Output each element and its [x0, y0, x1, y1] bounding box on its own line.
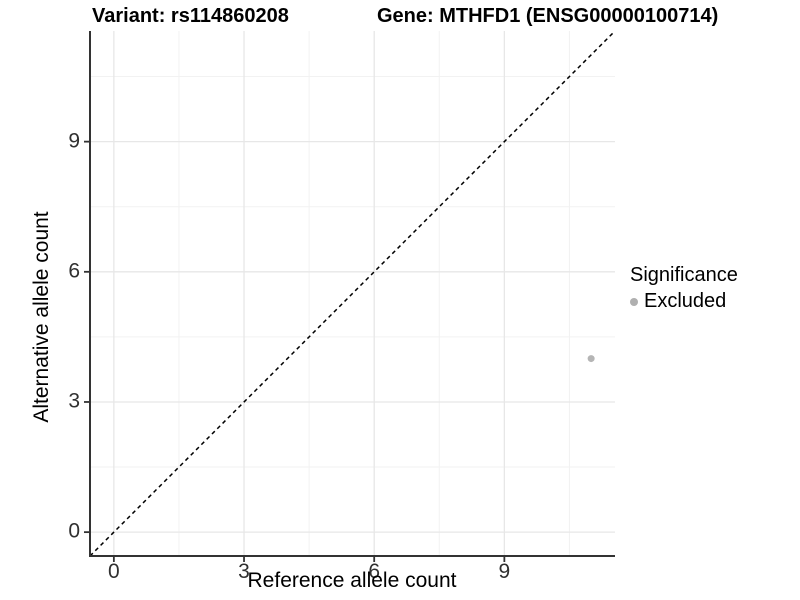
x-tick-label: 3	[238, 560, 250, 583]
plot-title-gene: Gene: MTHFD1 (ENSG00000100714)	[377, 5, 719, 27]
legend: Significance Excluded	[630, 264, 738, 313]
legend-item: Excluded	[630, 290, 738, 313]
legend-key-dot-icon	[630, 297, 638, 306]
legend-title: Significance	[630, 264, 738, 286]
legend-item-label: Excluded	[644, 290, 727, 312]
x-tick-label: 0	[108, 560, 120, 583]
legend-items: Excluded	[630, 290, 738, 313]
x-tick-label: 6	[368, 560, 381, 583]
y-tick-label: 9	[68, 129, 80, 153]
x-axis-title: Reference allele count	[247, 569, 457, 592]
identity-line	[89, 30, 616, 557]
x-tick-label: 9	[498, 560, 511, 583]
y-tick-label: 3	[68, 389, 80, 413]
data-point	[587, 355, 595, 363]
y-tick-label: 6	[68, 259, 80, 283]
y-axis-title: Alternative allele count	[30, 211, 53, 423]
y-tick-label: 0	[68, 519, 80, 543]
plot-title-variant: Variant: rs114860208	[92, 5, 289, 27]
